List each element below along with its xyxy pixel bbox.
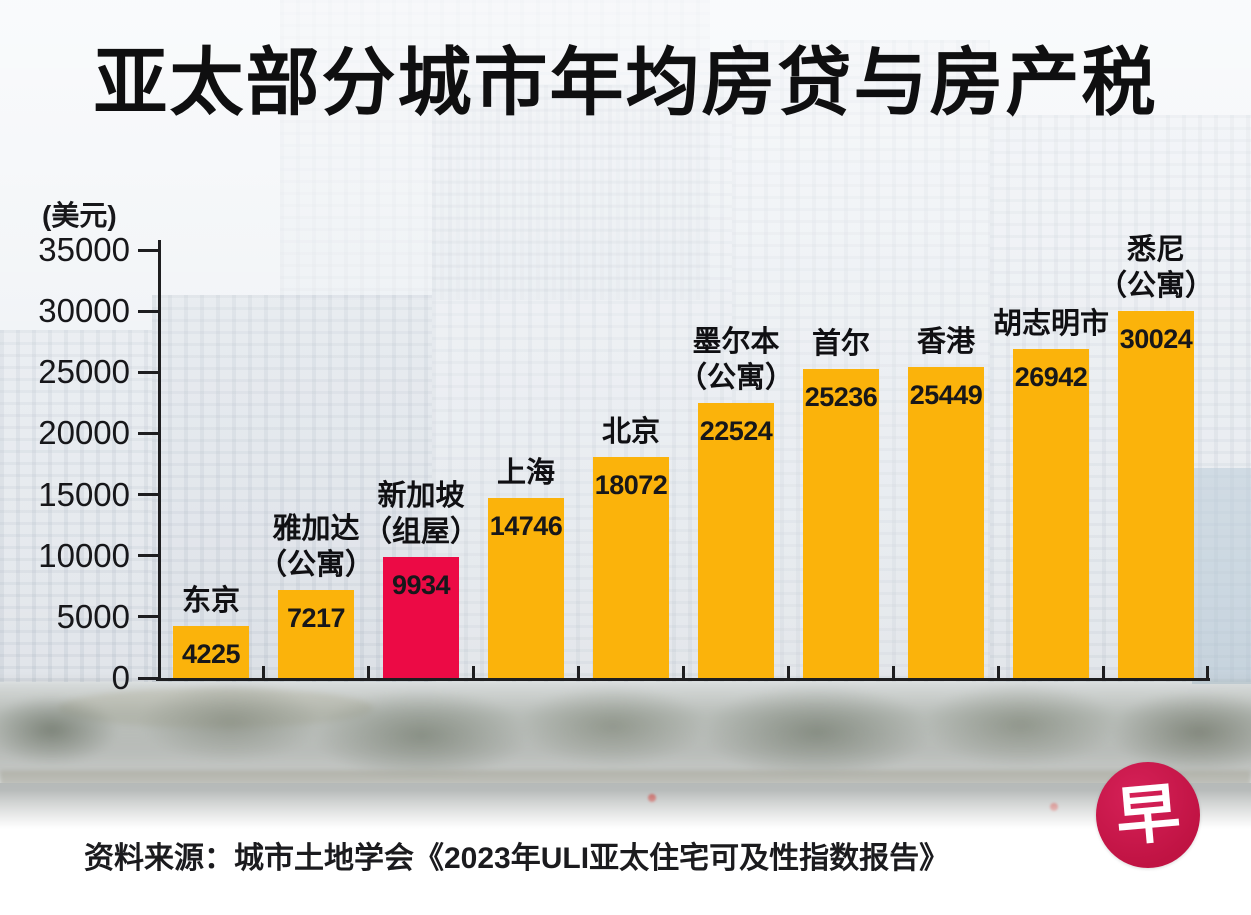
y-axis-unit-label: (美元) [42,200,117,231]
y-tick [138,615,158,619]
y-tick [138,554,158,558]
y-tick-label: 20000 [38,414,130,452]
y-tick-label: 5000 [56,597,130,635]
source-text: 资料来源：城市土地学会《2023年ULI亚太住宅可及性指数报告》 [84,842,950,875]
y-tick-label: 15000 [38,475,130,513]
bar-city-label: 上海 [496,456,555,489]
background-white-fade [0,790,1251,834]
bar-city-label: 新加坡 （组屋） [362,479,479,548]
x-tick [682,666,685,678]
bar-city-label: 东京 [181,585,240,618]
y-tick-label: 0 [111,659,130,696]
bar-city-label: 雅加达 （公寓） [257,512,374,581]
background-white-band [0,830,1251,915]
bar-value-label: 26942 [1014,361,1088,392]
bar-value-label: 25449 [909,379,983,410]
x-tick [262,666,265,678]
bar-value-label: 25236 [804,382,878,413]
bar: 26942 [1013,348,1089,678]
bar: 30024 [1118,310,1194,678]
x-tick [577,666,580,678]
y-tick-label: 10000 [38,536,130,574]
background-trees [0,680,1251,780]
background-shoreline [0,770,1251,786]
bar: 14746 [488,497,564,678]
y-tick [138,309,158,313]
bar-city-label: 墨尔本 （公寓） [677,325,794,394]
bar: 4225 [173,626,249,678]
x-tick [472,666,475,678]
bar: 18072 [593,457,669,678]
y-tick-label: 30000 [38,292,130,330]
bar: 7217 [278,589,354,678]
bar-city-label: 首尔 [811,328,870,361]
bar-value-label: 7217 [286,602,346,633]
bar-city-label: 北京 [601,416,660,449]
y-tick-label: 25000 [38,353,130,391]
bar-city-label: 胡志明市 [992,307,1109,340]
zaobao-logo: 早 [1096,762,1200,868]
bar: 9934 [383,556,459,678]
bar-value-label: 30024 [1119,323,1193,354]
zaobao-logo-glyph: 早 [1112,776,1184,854]
chart-title: 亚太部分城市年均房贷与房产税 [93,41,1158,124]
bar: 25236 [803,369,879,678]
bar-value-label: 22524 [699,415,773,446]
x-tick [997,666,1000,678]
y-axis-line [158,240,161,681]
x-tick [787,666,790,678]
bar-value-label: 14746 [489,510,563,541]
y-tick [138,676,158,680]
y-tick [138,248,158,252]
y-tick-label: 35000 [38,231,130,268]
bar-value-label: 4225 [181,639,241,670]
x-tick [892,666,895,678]
x-axis-line [156,678,1210,681]
bar: 22524 [698,402,774,678]
x-tick [367,666,370,678]
bar-city-label: 香港 [916,325,975,358]
bar-city-label: 悉尼 （公寓） [1097,233,1214,302]
bar-value-label: 18072 [594,470,668,500]
y-tick [138,431,158,435]
y-tick [138,493,158,497]
x-tick [1206,666,1209,678]
bar-value-label: 9934 [391,569,451,600]
x-tick [1102,666,1105,678]
y-tick [138,370,158,374]
bar: 25449 [908,366,984,678]
